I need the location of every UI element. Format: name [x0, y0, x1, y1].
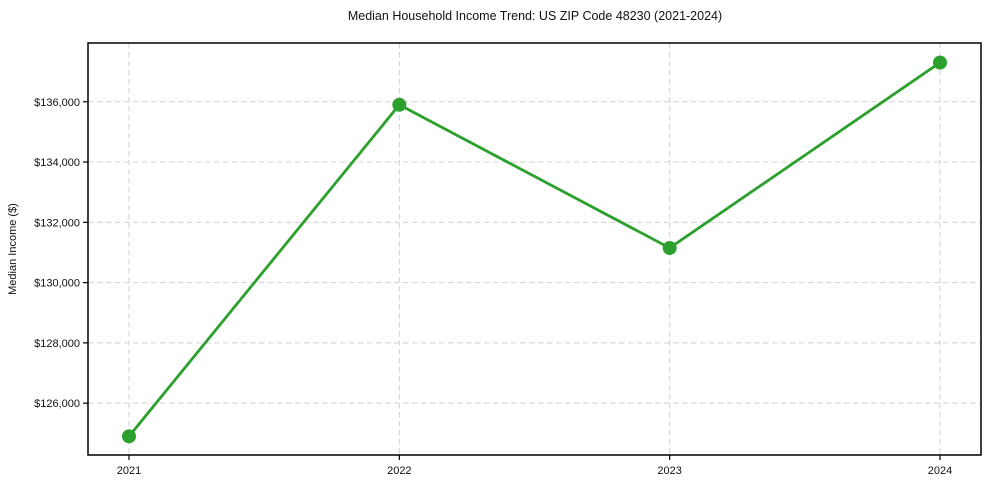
x-tick-label: 2022 [387, 465, 411, 477]
y-tick-label: $126,000 [34, 398, 80, 410]
y-tick-label: $132,000 [34, 217, 80, 229]
y-tick-label: $134,000 [34, 157, 80, 169]
data-point-2023 [662, 240, 677, 255]
data-point-2022 [392, 97, 407, 112]
x-tick-label: 2024 [928, 465, 952, 477]
data-point-2021 [122, 429, 136, 444]
x-tick-label: 2023 [657, 465, 681, 477]
trend-line [127, 61, 942, 438]
y-tick-label: $130,000 [34, 278, 80, 290]
y-tick-label: $136,000 [34, 97, 80, 109]
plot-border [87, 42, 982, 456]
data-point-2024 [933, 55, 947, 70]
chart-title: Median Household Income Trend: US ZIP Co… [347, 9, 723, 23]
y-tick-label: $128,000 [34, 338, 80, 350]
x-tick-label: 2021 [117, 465, 141, 477]
